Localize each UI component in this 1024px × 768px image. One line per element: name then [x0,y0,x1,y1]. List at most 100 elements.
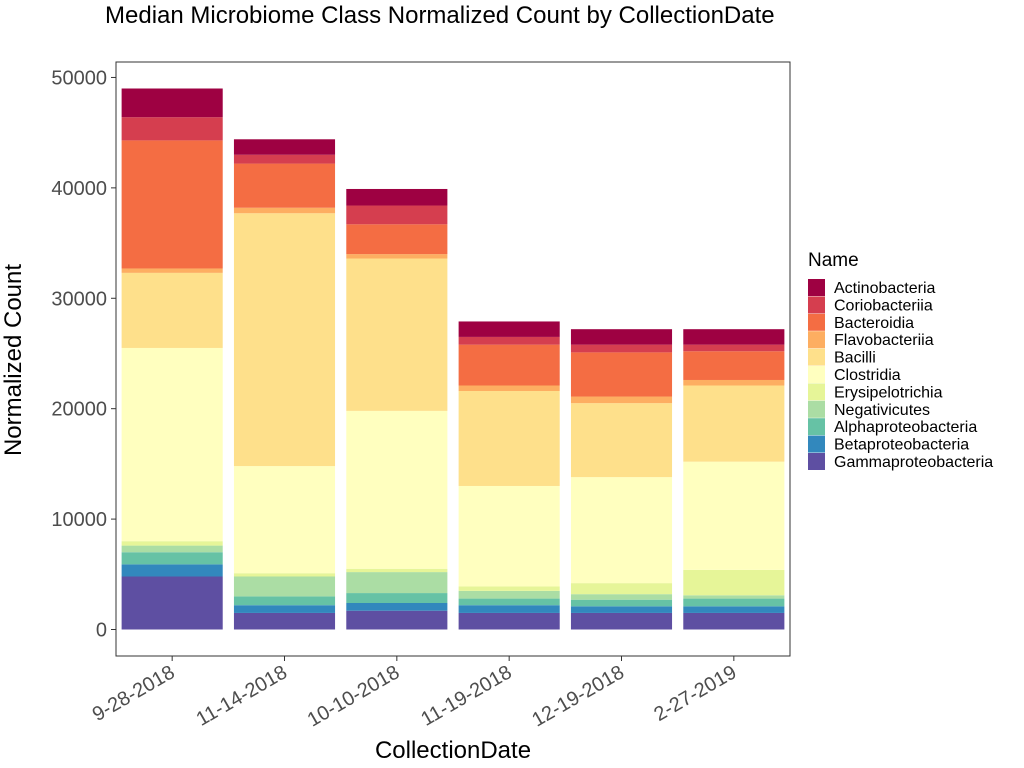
y-tick-label: 50000 [51,67,107,89]
x-tick-label: 11-14-2018 [193,661,291,730]
bar-segment [121,564,223,577]
bar-segment [570,396,673,404]
bar-segment [683,329,785,345]
bar-segment [458,605,560,613]
bar-segment [346,254,448,259]
legend-label: Erysipelotrichia [834,384,943,401]
legend-label: Coriobacteriia [834,297,933,314]
bar-segment [458,344,560,386]
legend: Name ActinobacteriaCoriobacteriiaBactero… [808,250,993,471]
bar-segment [233,154,336,164]
legend-key [808,400,825,418]
bar-segment [121,140,223,269]
bar-segment [233,573,336,577]
legend-label: Bacilli [834,350,876,367]
legend-label: Clostridia [834,367,901,384]
bar-segment [683,569,785,596]
bar-segment [233,139,336,155]
y-tick-label: 40000 [51,178,107,200]
bar-segment [683,612,785,630]
legend-item: Gammaproteobacteria [808,453,993,471]
legend-key [808,383,825,401]
legend-key [808,313,825,331]
bar-segment [346,572,448,594]
bar-segment [121,88,223,118]
legend-label: Bacteroidia [834,315,914,332]
legend-label: Betaproteobacteria [834,437,969,454]
bar-segment [458,391,560,486]
y-axis-title: Normalized Count [0,264,27,456]
bar-segment [570,352,673,397]
bar-segment [570,477,673,584]
bar-segment [346,188,448,206]
legend-key [808,331,825,349]
x-tick-label: 10-10-2018 [304,661,404,731]
bar-segment [121,347,223,542]
bar-segment [458,321,560,337]
y-tick-label: 10000 [51,509,107,531]
legend-item: Flavobacteriia [808,331,934,349]
bar-segment [346,410,448,569]
bar-segment [121,552,223,565]
x-axis-title: CollectionDate [375,737,531,764]
y-tick-label: 20000 [51,399,107,421]
bar-segment [233,576,336,597]
bar-segment [570,606,673,613]
bar-segment [233,213,336,467]
chart-title: Median Microbiome Class Normalized Count… [105,2,775,29]
bar-segment [570,344,673,353]
bar-stack [233,139,336,630]
legend-key [808,296,825,314]
bar-segment [683,344,785,352]
y-tick-label: 30000 [51,288,107,310]
bar-segment [683,606,785,613]
legend-key [808,418,825,436]
bar-segment [346,593,448,604]
bar-segment [346,224,448,255]
bar-segment [233,605,336,613]
bar-segment [346,603,448,611]
bar-segment [121,541,223,546]
bar-segment [570,599,673,607]
bar-stack [570,329,673,630]
bar-segment [346,205,448,225]
bar-segment [458,590,560,599]
bar-segment [121,272,223,348]
bar-segment [570,583,673,595]
bar-segment [458,336,560,345]
legend-item: Negativicutes [808,400,930,419]
bar-segment [683,461,785,570]
bar-segment [233,163,336,208]
bar-segment [121,268,223,273]
y-tick-label: 0 [96,620,107,642]
bar-stack [346,188,448,630]
legend-key [808,366,825,383]
legend-item: Erysipelotrichia [808,383,943,401]
legend-item: Actinobacteria [808,279,935,297]
x-tick-label: 12-19-2018 [528,661,628,731]
legend-key [808,453,825,470]
bar-segment [458,586,560,591]
x-tick-label: 11-19-2018 [417,661,515,730]
bar-segment [458,385,560,392]
bar-segment [346,610,448,630]
bar-segment [458,485,560,587]
plot-area: 0 10000 20000 30000 40000 50000 9-28-2018 11-14… [51,61,791,731]
legend-item: Betaproteobacteria [808,435,969,454]
bar-stack [683,329,785,630]
bar-stack [121,88,223,630]
bar-segment [233,466,336,574]
legend-item: Bacilli [808,348,876,367]
bar-segment [683,379,785,386]
bar-segment [570,594,673,600]
bar-segment [346,258,448,411]
bar-segment [458,612,560,630]
bar-segment [121,545,223,553]
legend-item: Clostridia [808,366,901,384]
bar-segment [570,329,673,345]
legend-label: Alphaproteobacteria [834,419,977,436]
bar-stack [458,321,560,630]
bar-segment [346,568,448,573]
bar-segment [683,595,785,599]
